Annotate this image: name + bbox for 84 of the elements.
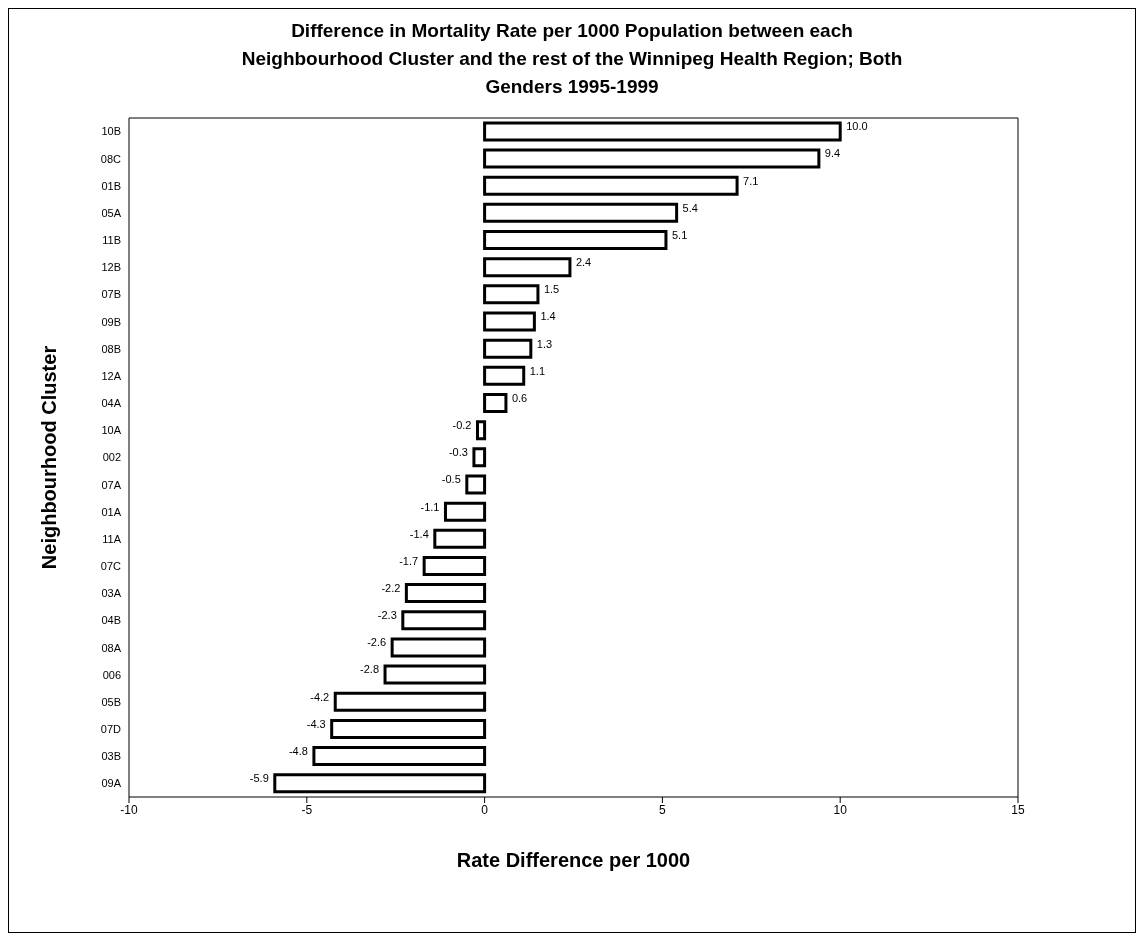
data-label: -4.3	[306, 717, 326, 730]
y-tick-label: 01A	[101, 505, 122, 518]
bar	[475, 420, 487, 441]
bar	[483, 121, 842, 142]
bar	[330, 718, 487, 739]
y-tick-label: 07A	[101, 478, 122, 491]
data-label: 1.5	[543, 283, 560, 296]
y-tick-label: 09B	[101, 315, 121, 328]
y-tick-label: 002	[102, 451, 121, 464]
y-tick-label: 07C	[100, 560, 122, 573]
y-tick-label: 08A	[101, 641, 122, 654]
y-tick-label: 03B	[101, 750, 121, 763]
bar	[312, 746, 487, 767]
bar	[273, 773, 487, 794]
bar	[422, 555, 487, 576]
x-axis-title: Rate Difference per 1000	[456, 849, 691, 871]
bar	[483, 148, 821, 169]
data-label: -1.7	[399, 554, 419, 567]
y-tick-label: 08B	[101, 342, 121, 355]
bar	[433, 528, 487, 549]
data-label: -2.8	[360, 663, 380, 676]
y-tick-label: 09A	[101, 777, 122, 790]
y-tick-label: 10B	[101, 125, 121, 138]
data-label: -2.2	[381, 582, 401, 595]
data-label: -2.3	[377, 609, 397, 622]
chart-title: Difference in Mortality Rate per 1000 Population between each Neighbourhood Cluster and the rest of the Winnipeg Health Region; Both Genders 1995-1999	[240, 19, 904, 99]
y-tick-label: 01B	[101, 179, 121, 192]
x-tick-label: 0	[481, 802, 489, 817]
y-tick-label: 05B	[101, 695, 121, 708]
data-label: 1.4	[540, 310, 556, 323]
bar	[404, 583, 487, 604]
bar	[483, 230, 668, 251]
data-label: -4.2	[310, 690, 330, 703]
data-label: -0.5	[441, 473, 461, 486]
bar	[465, 474, 487, 495]
bar	[333, 691, 487, 712]
y-axis-title: Neighbourhood Cluster	[38, 345, 61, 570]
data-label: 0.6	[511, 391, 528, 404]
y-tick-label: 11A	[102, 532, 122, 545]
bar	[483, 175, 739, 196]
data-label: 10.0	[846, 120, 868, 133]
bar	[383, 664, 487, 685]
data-label: 5.4	[682, 201, 698, 214]
data-label: 2.4	[575, 256, 592, 269]
y-tick-label: 10A	[101, 424, 122, 437]
bar	[483, 338, 533, 359]
data-label: -0.3	[448, 446, 468, 459]
data-label: -1.1	[420, 500, 440, 513]
data-label: -5.9	[249, 772, 269, 785]
x-tick-label: 15	[1011, 802, 1025, 817]
data-label: 5.1	[671, 228, 688, 241]
x-tick-label: -5	[301, 802, 313, 817]
y-tick-label: 04A	[101, 397, 122, 410]
y-tick-label: 03A	[101, 587, 122, 600]
bar	[483, 202, 679, 223]
data-label: -2.6	[367, 636, 387, 649]
data-label: -1.4	[409, 527, 429, 540]
y-tick-label: 04B	[101, 614, 121, 627]
y-tick-label: 07D	[100, 723, 122, 736]
bar	[483, 311, 536, 332]
y-tick-label: 11B	[102, 234, 121, 247]
data-label: 1.1	[529, 364, 546, 377]
x-tick-label: 5	[659, 802, 667, 817]
bar	[483, 365, 526, 386]
data-label: 9.4	[824, 147, 841, 160]
y-tick-label: 08C	[100, 152, 122, 165]
y-tick-label: 006	[102, 668, 121, 681]
data-label: 7.1	[743, 174, 759, 187]
x-tick-label: -10	[120, 802, 138, 817]
x-tick-label: 10	[833, 802, 848, 817]
bar	[443, 501, 487, 522]
y-tick-label: 05A	[101, 206, 122, 219]
bar	[483, 257, 572, 278]
data-label: 1.3	[536, 337, 553, 350]
data-label: -0.2	[452, 419, 472, 432]
data-label: -4.8	[288, 744, 308, 757]
bar	[401, 610, 487, 631]
y-tick-label: 12B	[101, 261, 121, 274]
bar	[472, 447, 487, 468]
bar	[483, 392, 508, 413]
bar	[390, 637, 487, 658]
y-tick-label: 12A	[101, 369, 122, 382]
y-tick-label: 07B	[101, 288, 121, 301]
bar	[483, 284, 540, 305]
